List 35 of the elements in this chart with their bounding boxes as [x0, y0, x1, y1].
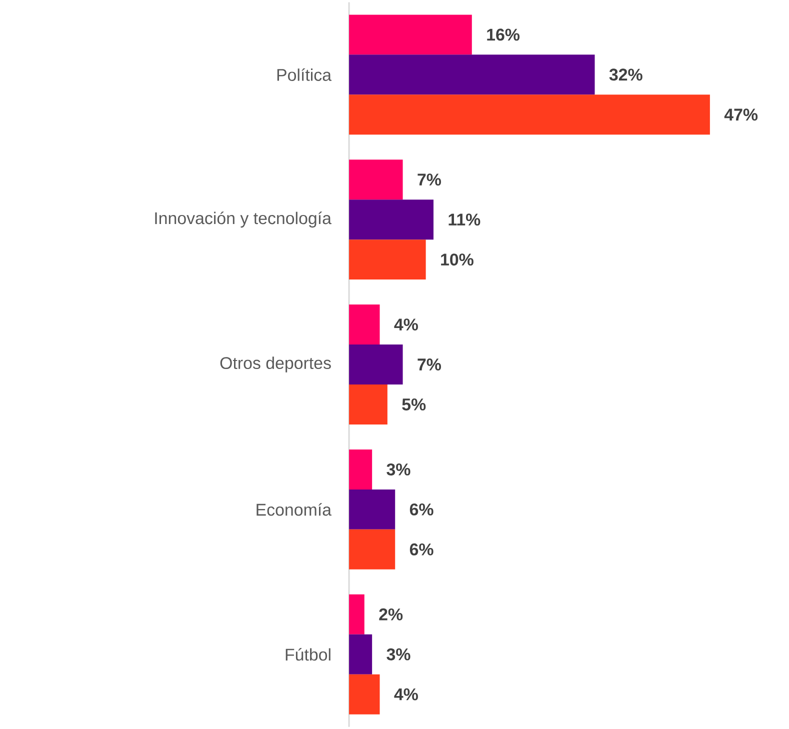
data-label: 11%	[448, 214, 480, 226]
bar	[349, 54, 595, 95]
data-label: 10%	[441, 254, 474, 266]
y-tick-label: Política	[277, 68, 332, 81]
data-label: 3%	[386, 463, 410, 476]
y-tick-label: Otros deportes	[220, 356, 331, 372]
bar	[349, 344, 403, 384]
data-label: 4%	[394, 318, 418, 330]
y-tick-label: Innovación y tecnología	[155, 212, 332, 228]
data-label: 6%	[410, 543, 434, 556]
data-label: 3%	[386, 648, 410, 660]
bar	[349, 634, 372, 674]
bar	[349, 674, 380, 714]
bar	[349, 240, 426, 280]
bar	[349, 449, 372, 490]
bar	[349, 529, 396, 570]
data-label: 7%	[418, 358, 441, 370]
bar	[349, 160, 403, 200]
data-label: 4%	[394, 688, 418, 700]
data-label: 32%	[609, 68, 642, 81]
data-label: 16%	[487, 28, 520, 41]
y-tick-label: Fútbol	[286, 648, 330, 661]
bar	[349, 14, 472, 55]
data-label: 7%	[418, 174, 441, 186]
data-label: 6%	[410, 503, 434, 516]
data-label: 5%	[402, 398, 426, 410]
data-label: 2%	[379, 608, 403, 620]
bar	[349, 489, 396, 530]
bar	[349, 94, 710, 135]
bar	[349, 200, 434, 240]
bar	[349, 304, 380, 345]
bar	[349, 594, 364, 634]
bar	[349, 384, 388, 424]
data-label: 47%	[724, 108, 758, 121]
y-tick-label: Economía	[256, 503, 332, 516]
